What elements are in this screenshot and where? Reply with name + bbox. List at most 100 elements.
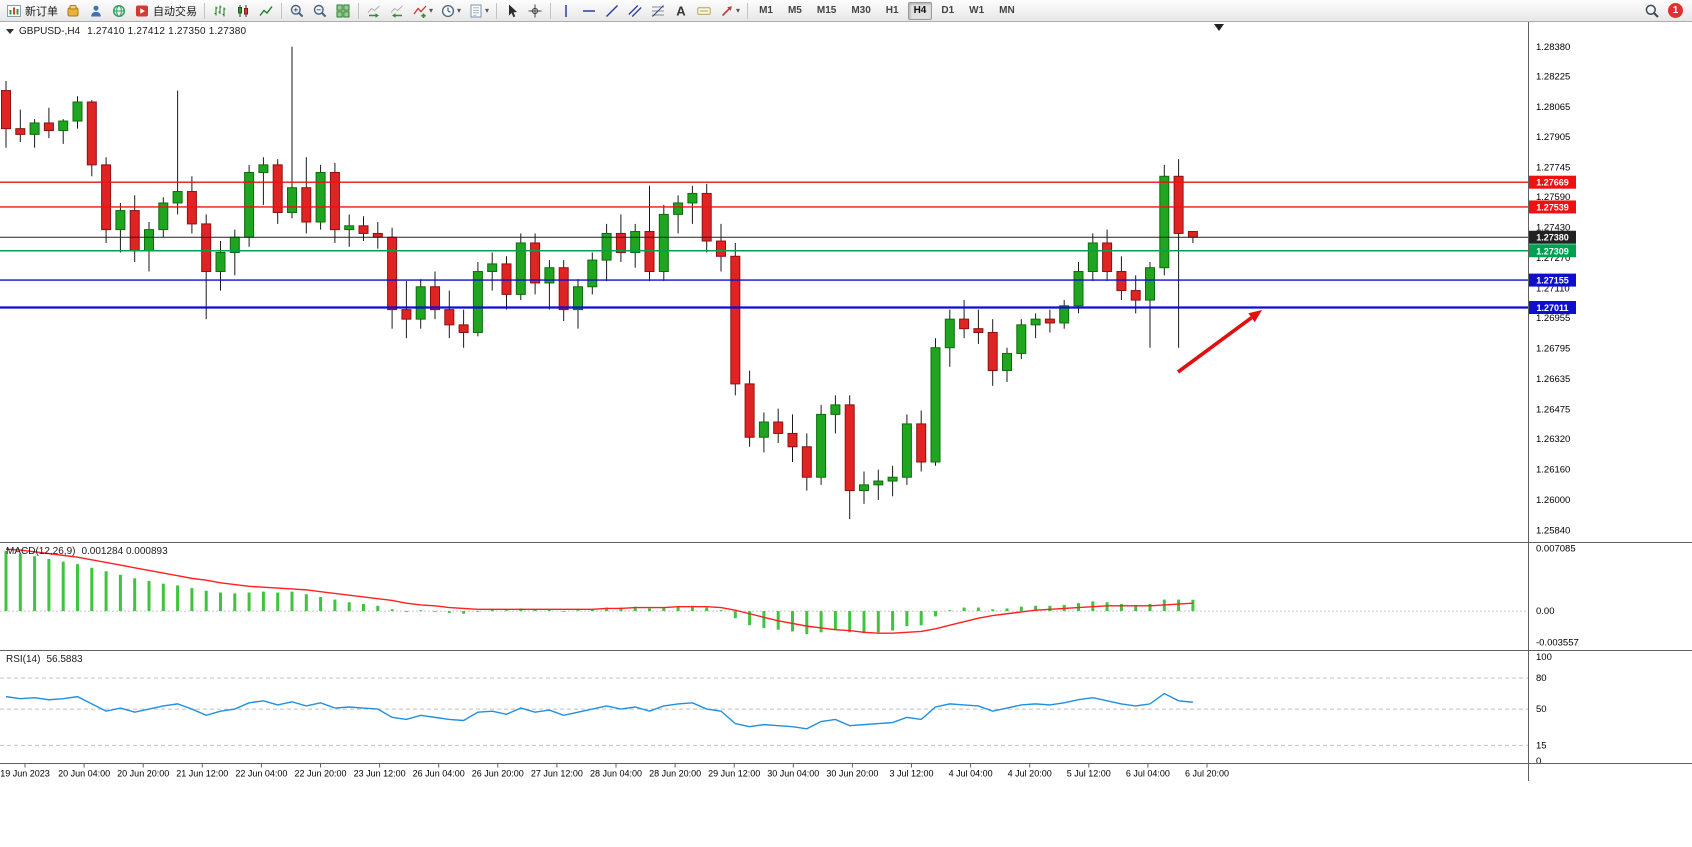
- macd-histogram-bar: [1105, 602, 1109, 612]
- timeframe-button-h4[interactable]: H4: [907, 1, 933, 20]
- macd-histogram-bar: [319, 596, 323, 612]
- candle-bearish: [387, 236, 398, 311]
- bar-chart-button[interactable]: [209, 1, 231, 21]
- macd-pane[interactable]: 0.007085 0.00 -0.003557: [0, 543, 1692, 650]
- macd-histogram-bar: [1019, 606, 1023, 612]
- trendline-button[interactable]: [601, 1, 623, 21]
- templates-button[interactable]: ▾: [465, 1, 492, 21]
- search-icon: [1645, 4, 1659, 18]
- metaeditor-button[interactable]: [85, 1, 107, 21]
- bar-chart-icon: [214, 5, 226, 16]
- macd-histogram-bar: [1034, 605, 1038, 612]
- green-globe-icon: [112, 4, 126, 17]
- time-label: 22 Jun 04:00: [235, 769, 287, 779]
- price-tick-label: 1.28065: [1536, 102, 1570, 113]
- text-button[interactable]: A: [670, 1, 692, 21]
- price-tick-label: 1.26475: [1536, 405, 1570, 416]
- chart-shift-button[interactable]: [386, 1, 408, 21]
- timeframe-button-m1[interactable]: M1: [759, 5, 773, 16]
- vertical-line-button[interactable]: [555, 1, 577, 21]
- candle-bearish: [530, 242, 541, 284]
- fibonacci-icon: [652, 4, 665, 17]
- indicators-button[interactable]: ▾: [409, 1, 436, 21]
- crosshair-button[interactable]: [524, 1, 546, 21]
- autotrade-icon: [136, 5, 148, 16]
- candlestick-chart-button[interactable]: [232, 1, 254, 21]
- new-order-button[interactable]: 新订单: [3, 1, 61, 21]
- macd-tick-label: 0.007085: [1536, 543, 1576, 554]
- candle-bullish: [58, 120, 69, 132]
- main-chart-pane[interactable]: 1.28380 1.28225 1.28065 1.27905 1.27745 1.275…: [0, 22, 1692, 542]
- dropdown-arrow-icon: ▾: [429, 6, 434, 15]
- macd-histogram-bar: [891, 611, 895, 631]
- price-tick-label: 1.27110: [1536, 284, 1570, 295]
- macd-histogram-bar: [1148, 604, 1152, 612]
- favorites-button[interactable]: [62, 1, 84, 21]
- toolbar-separator: [204, 2, 205, 19]
- macd-histogram-bar: [133, 578, 137, 612]
- macd-histogram-bar: [333, 599, 337, 612]
- candle-bearish: [716, 240, 726, 257]
- equidistant-channel-button[interactable]: [624, 1, 646, 21]
- notification-badge[interactable]: 1: [1668, 3, 1683, 18]
- autotrading-button[interactable]: 自动交易: [131, 1, 200, 21]
- macd-tick-label: -0.003557: [1536, 638, 1579, 649]
- timeframe-button-d1[interactable]: D1: [941, 5, 955, 16]
- time-label: 23 Jun 12:00: [354, 769, 406, 779]
- macd-histogram-bar: [90, 567, 94, 612]
- candles: [1, 46, 1198, 520]
- timeframe-button-mn[interactable]: MN: [999, 5, 1015, 16]
- candle-bearish: [1130, 290, 1141, 301]
- timeframe-button-h1[interactable]: H1: [885, 5, 899, 16]
- arrows-button[interactable]: ▾: [716, 1, 743, 21]
- macd-histogram-bar: [705, 607, 709, 612]
- candle-bearish: [129, 210, 140, 252]
- mql5-community-button[interactable]: [108, 1, 130, 21]
- timeframe-button-w1[interactable]: W1: [969, 5, 985, 16]
- line-chart-button[interactable]: [255, 1, 277, 21]
- periods-button[interactable]: ▾: [437, 1, 464, 21]
- macd-histogram-bar: [462, 611, 466, 614]
- time-label: 29 Jun 12:00: [708, 769, 760, 779]
- chart-shift-marker[interactable]: [1214, 24, 1224, 31]
- cursor-button[interactable]: [501, 1, 523, 21]
- candle-bearish: [272, 164, 283, 213]
- macd-histogram-bar: [18, 553, 22, 612]
- auto-scroll-button[interactable]: [363, 1, 385, 21]
- candle-bullish: [1145, 267, 1155, 301]
- timeframe-button-m5[interactable]: M5: [787, 5, 802, 16]
- pane-splitter[interactable]: [0, 650, 1692, 651]
- macd-histogram-bar: [976, 607, 980, 612]
- candle-bullish: [287, 187, 297, 213]
- macd-histogram-bar: [719, 610, 723, 612]
- candle-bullish: [315, 171, 326, 223]
- price-tag: [1529, 175, 1576, 189]
- candle-bullish: [1016, 324, 1027, 354]
- zoom-out-button[interactable]: [309, 1, 331, 21]
- horizontal-line-button[interactable]: [578, 1, 600, 21]
- text-label-button[interactable]: [693, 1, 715, 21]
- macd-tick-label: 0.00: [1536, 606, 1555, 617]
- time-label: 22 Jun 20:00: [294, 769, 346, 779]
- new-order-icon: [7, 4, 21, 17]
- candle-bearish: [973, 328, 984, 333]
- macd-histogram-bar: [290, 591, 294, 612]
- pane-splitter[interactable]: [0, 542, 1692, 543]
- macd-histogram-bar: [1177, 599, 1181, 612]
- macd-histogram-bar: [276, 592, 280, 612]
- time-label: 28 Jun 20:00: [649, 769, 701, 779]
- rsi-pane[interactable]: 100 80 50 15 0: [0, 651, 1692, 763]
- zoom-in-button[interactable]: [286, 1, 308, 21]
- candle-bullish: [830, 404, 841, 415]
- price-tick-label: 1.26795: [1536, 344, 1570, 355]
- fibonacci-button[interactable]: [647, 1, 669, 21]
- timeframe-button-m30[interactable]: M30: [851, 5, 871, 16]
- search-button[interactable]: [1641, 1, 1663, 21]
- arrow-annotation[interactable]: [1176, 316, 1253, 374]
- price-tag: [1529, 244, 1576, 258]
- timeframe-button-m15[interactable]: M15: [816, 5, 837, 16]
- candle-bullish: [215, 251, 226, 273]
- macd-histogram-bar: [404, 611, 408, 612]
- time-axis[interactable]: 19 Jun 2023 20 Jun 04:00 20 Jun 20:00 21 Ju…: [0, 763, 1692, 781]
- tile-windows-button[interactable]: [332, 1, 354, 21]
